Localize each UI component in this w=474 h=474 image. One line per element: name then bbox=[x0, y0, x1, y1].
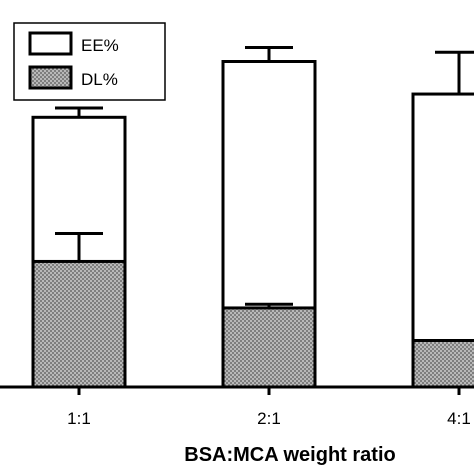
x-axis-title: BSA:MCA weight ratio bbox=[184, 444, 395, 466]
bar-dl-2 bbox=[221, 306, 317, 389]
legend-swatch-dl bbox=[28, 65, 73, 90]
x-tick-label-3: 4:1 bbox=[447, 409, 471, 428]
bar-dl-3 bbox=[411, 339, 474, 389]
bar-dl-1 bbox=[31, 259, 127, 389]
x-tick-label-2: 2:1 bbox=[257, 409, 281, 428]
legend: EE% DL% bbox=[13, 22, 166, 101]
bars-layer bbox=[31, 46, 474, 389]
legend-label-dl: DL% bbox=[81, 70, 118, 89]
legend-label-ee: EE% bbox=[81, 36, 119, 55]
legend-swatch-ee bbox=[28, 31, 73, 56]
x-ticks: 1:1 2:1 4:1 bbox=[67, 387, 471, 428]
x-tick-label-1: 1:1 bbox=[67, 409, 91, 428]
